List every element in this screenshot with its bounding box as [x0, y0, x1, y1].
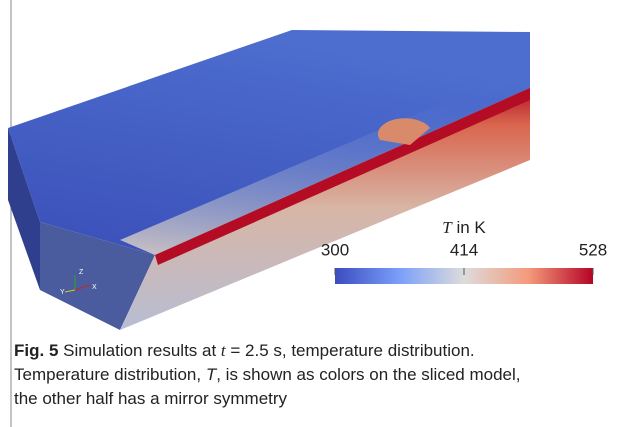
- axis-label: Y: [60, 289, 65, 296]
- figure: Z Y X T in K 300 414 528: [0, 0, 635, 427]
- axis-label: X: [92, 284, 97, 291]
- caption-line: Temperature distribution, T, is shown as…: [14, 365, 520, 385]
- colorbar-tick-label: 414: [450, 240, 478, 259]
- colorbar-title: T in K: [442, 218, 486, 238]
- page: Z Y X T in K 300 414 528 Fig. 5 Simulation…: [0, 0, 635, 427]
- caption-text: , is shown as colors on the sliced model…: [216, 365, 520, 384]
- caption-symbol: T: [206, 365, 216, 384]
- axis-label: Z: [79, 269, 84, 276]
- caption-text: Simulation results at: [58, 341, 221, 360]
- caption-text: Temperature distribution,: [14, 365, 206, 384]
- caption-label: Fig. 5: [14, 341, 58, 360]
- colorbar-tick-label: 300: [321, 240, 349, 259]
- caption-line: the other half has a mirror symmetry: [14, 389, 287, 409]
- caption-text: = 2.5 s, temperature distribution.: [226, 341, 475, 360]
- colorbar-unit: in K: [452, 218, 487, 237]
- caption-line: Fig. 5 Simulation results at t = 2.5 s, …: [14, 341, 475, 361]
- caption-text: the other half has a mirror symmetry: [14, 389, 287, 408]
- colorbar-tick-label: 528: [579, 240, 607, 259]
